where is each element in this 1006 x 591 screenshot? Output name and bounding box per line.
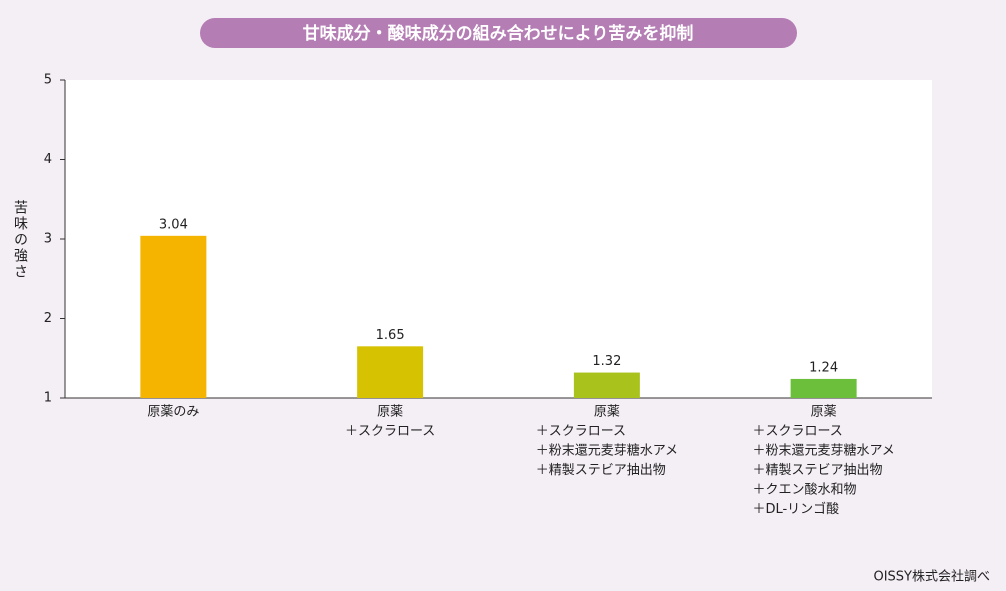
- bar: [140, 235, 207, 398]
- x-tick-label: 原薬のみ: [147, 405, 199, 420]
- title-pill: [200, 18, 797, 48]
- bar: [357, 346, 424, 398]
- x-tick-label: ＋スクラロース: [536, 424, 626, 439]
- value-label: 1.32: [592, 354, 621, 369]
- x-tick-label: ＋粉末還元麦芽糖水アメ: [752, 443, 894, 459]
- value-label: 3.04: [159, 217, 188, 232]
- bar: [573, 372, 640, 398]
- x-tick-label: ＋粉末還元麦芽糖水アメ: [536, 443, 678, 459]
- bar: [790, 378, 857, 398]
- y-tick-label: 1: [44, 391, 52, 406]
- y-tick-label: 4: [44, 152, 52, 167]
- plot-area: [65, 80, 932, 398]
- y-axis-label: 苦味の強さ: [12, 200, 28, 280]
- x-tick-label: ＋精製ステビア抽出物: [536, 463, 666, 478]
- x-tick-label: ＋スクラロース: [345, 424, 435, 439]
- x-tick-label: 原薬: [594, 405, 620, 420]
- y-tick-label: 5: [44, 73, 52, 88]
- value-label: 1.65: [376, 328, 405, 343]
- value-label: 1.24: [809, 360, 838, 375]
- source-note: OISSY株式会社調べ: [873, 569, 990, 585]
- y-tick-label: 3: [44, 232, 52, 247]
- x-tick-label: 原薬: [377, 405, 403, 420]
- x-tick-label: ＋DL-リンゴ酸: [752, 501, 839, 517]
- x-tick-label: 原薬: [811, 405, 837, 420]
- x-tick-label: ＋精製ステビア抽出物: [752, 463, 882, 478]
- y-tick-label: 2: [44, 311, 52, 326]
- chart-title: 甘味成分・酸味成分の組み合わせにより苦みを抑制: [303, 23, 694, 44]
- x-tick-label: ＋スクラロース: [752, 424, 842, 439]
- x-tick-label: ＋クエン酸水和物: [752, 483, 856, 498]
